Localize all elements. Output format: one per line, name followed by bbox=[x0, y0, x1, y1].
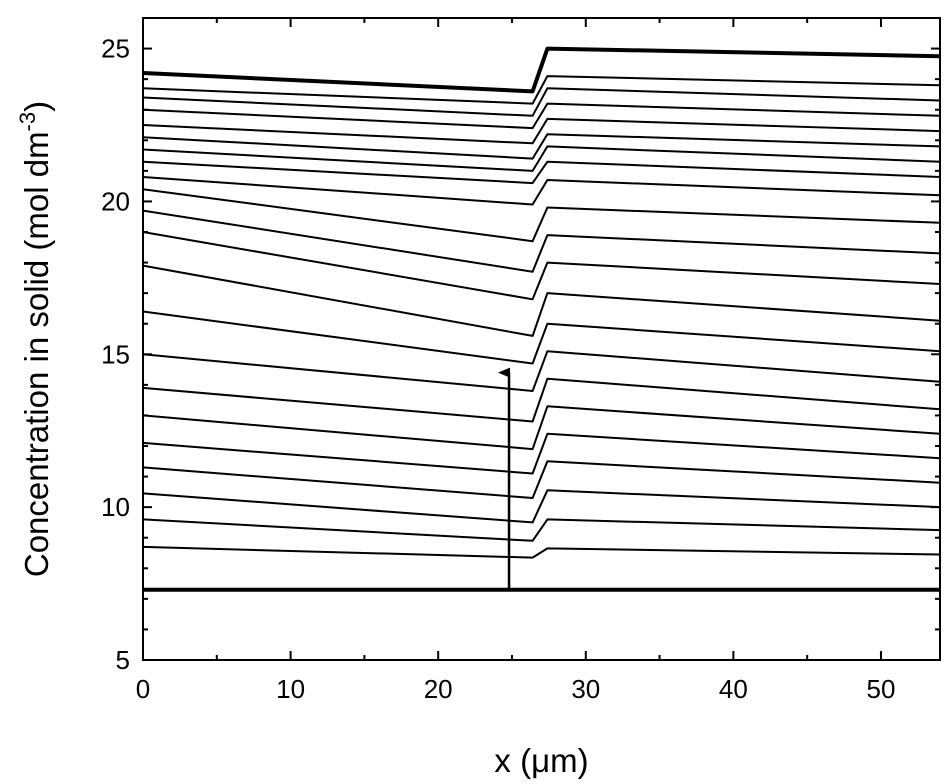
series-line-5 bbox=[142, 460, 941, 499]
plot-frame bbox=[142, 17, 941, 661]
y-tick-label: 20 bbox=[101, 186, 130, 216]
series-line-6 bbox=[142, 432, 941, 475]
y-tick-label: 15 bbox=[101, 339, 130, 369]
y-tick-label: 5 bbox=[116, 645, 130, 675]
x-tick-label: 20 bbox=[424, 674, 453, 704]
y-axis-label-main: Concentration in solid (mol dm bbox=[18, 131, 55, 577]
y-tick-label: 25 bbox=[101, 34, 130, 64]
series-line-8 bbox=[142, 377, 941, 423]
series-line-10 bbox=[142, 310, 941, 365]
x-axis-label: x (μm) bbox=[494, 742, 588, 779]
x-tick-label: 40 bbox=[719, 674, 748, 704]
tick-layer: 0 10 20 30 40 50 5 10 15 20 25 bbox=[101, 17, 940, 704]
series-line-15 bbox=[142, 176, 941, 206]
x-tick-label: 30 bbox=[571, 674, 600, 704]
series-line-19 bbox=[142, 117, 941, 145]
y-axis-label: Concentration in solid (mol dm-3) bbox=[15, 101, 55, 577]
y-tick-label: 10 bbox=[101, 492, 130, 522]
series-line-23 bbox=[142, 46, 941, 94]
x-tick-label: 0 bbox=[136, 674, 150, 704]
x-tick-label: 10 bbox=[276, 674, 305, 704]
series-line-20 bbox=[142, 102, 941, 130]
y-axis-label-exponent: -3 bbox=[15, 112, 40, 132]
series-line-12 bbox=[142, 231, 941, 301]
series-line-17 bbox=[142, 145, 941, 172]
y-axis-label-close: ) bbox=[18, 101, 55, 112]
series-line-9 bbox=[142, 350, 941, 392]
series-line-18 bbox=[142, 133, 941, 160]
series-line-13 bbox=[142, 209, 941, 273]
series-line-3 bbox=[142, 518, 941, 542]
series-line-14 bbox=[142, 188, 941, 243]
series-line-22 bbox=[142, 75, 941, 105]
series-line-16 bbox=[142, 160, 941, 185]
series-line-2 bbox=[142, 545, 941, 559]
x-tick-label: 50 bbox=[867, 674, 896, 704]
series-line-21 bbox=[142, 87, 941, 117]
series-line-4 bbox=[142, 489, 941, 524]
series-layer bbox=[142, 46, 941, 592]
series-line-7 bbox=[142, 405, 941, 451]
series-line-11 bbox=[142, 264, 941, 337]
